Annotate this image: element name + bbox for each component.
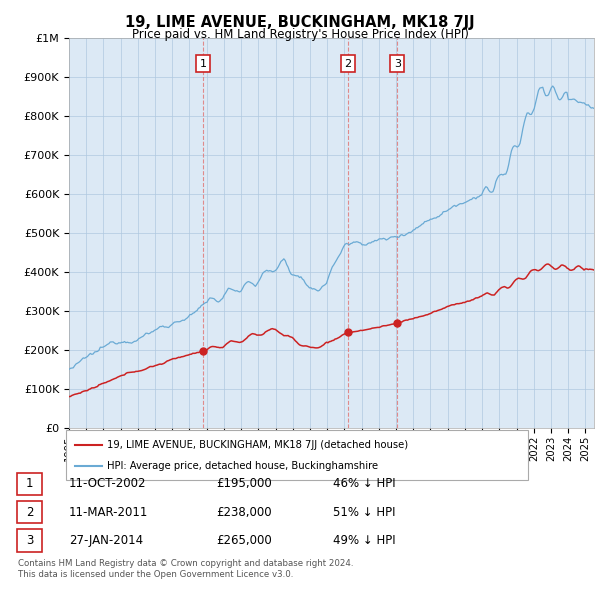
Text: 3: 3 xyxy=(394,58,401,68)
Text: 3: 3 xyxy=(26,534,33,547)
Text: 46% ↓ HPI: 46% ↓ HPI xyxy=(333,477,395,490)
Text: 49% ↓ HPI: 49% ↓ HPI xyxy=(333,534,395,547)
Text: 19, LIME AVENUE, BUCKINGHAM, MK18 7JJ: 19, LIME AVENUE, BUCKINGHAM, MK18 7JJ xyxy=(125,15,475,30)
Text: This data is licensed under the Open Government Licence v3.0.: This data is licensed under the Open Gov… xyxy=(18,571,293,579)
Text: 1: 1 xyxy=(199,58,206,68)
Text: 2: 2 xyxy=(26,506,33,519)
Text: £195,000: £195,000 xyxy=(216,477,272,490)
Text: 11-OCT-2002: 11-OCT-2002 xyxy=(69,477,146,490)
Text: 19, LIME AVENUE, BUCKINGHAM, MK18 7JJ (detached house): 19, LIME AVENUE, BUCKINGHAM, MK18 7JJ (d… xyxy=(107,440,408,450)
Text: 2: 2 xyxy=(344,58,351,68)
Text: 27-JAN-2014: 27-JAN-2014 xyxy=(69,534,143,547)
Text: 1: 1 xyxy=(26,477,33,490)
Text: £238,000: £238,000 xyxy=(216,506,272,519)
Text: HPI: Average price, detached house, Buckinghamshire: HPI: Average price, detached house, Buck… xyxy=(107,461,378,471)
Text: 11-MAR-2011: 11-MAR-2011 xyxy=(69,506,148,519)
Text: Price paid vs. HM Land Registry's House Price Index (HPI): Price paid vs. HM Land Registry's House … xyxy=(131,28,469,41)
Text: Contains HM Land Registry data © Crown copyright and database right 2024.: Contains HM Land Registry data © Crown c… xyxy=(18,559,353,568)
Text: £265,000: £265,000 xyxy=(216,534,272,547)
Text: 51% ↓ HPI: 51% ↓ HPI xyxy=(333,506,395,519)
